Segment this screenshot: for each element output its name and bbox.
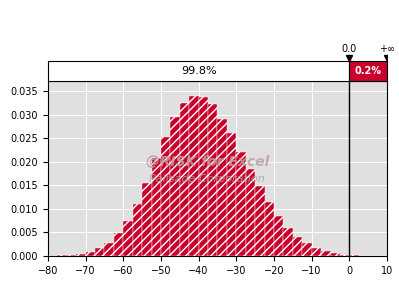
Bar (283, 228, 293, 256)
Bar (48, 61, 350, 81)
Title: Säkerhetsmarginal: Säkerhetsmarginal (152, 65, 283, 79)
Bar (57, 255, 67, 256)
Bar (246, 169, 255, 256)
Bar (161, 137, 170, 256)
Bar (85, 252, 95, 256)
Bar (340, 255, 350, 256)
Bar (208, 104, 217, 256)
Text: 0.0: 0.0 (342, 44, 357, 54)
Bar (152, 158, 161, 256)
Bar (114, 233, 123, 256)
Bar (350, 61, 387, 81)
Bar (217, 119, 227, 256)
Bar (105, 243, 114, 256)
Text: 99.8%: 99.8% (181, 66, 216, 76)
Text: Palisade Corporation: Palisade Corporation (149, 174, 265, 184)
Bar (67, 255, 76, 256)
Bar (199, 97, 208, 256)
Bar (302, 243, 312, 256)
Text: +∞: +∞ (379, 44, 395, 54)
Bar (170, 117, 180, 256)
Bar (95, 248, 105, 256)
Text: @RISK for Excel: @RISK for Excel (146, 155, 269, 169)
Bar (265, 202, 274, 256)
Bar (330, 253, 340, 256)
Bar (76, 254, 85, 256)
Bar (350, 255, 359, 256)
Bar (236, 152, 246, 256)
Bar (142, 183, 152, 256)
Bar (189, 96, 199, 256)
Bar (180, 103, 189, 256)
Bar (274, 216, 283, 256)
Bar (132, 204, 142, 256)
Bar (255, 186, 265, 256)
Bar (312, 248, 321, 256)
Bar (321, 251, 330, 256)
Bar (227, 133, 236, 256)
Bar (293, 237, 302, 256)
Text: 0.2%: 0.2% (355, 66, 382, 76)
Bar (123, 221, 132, 256)
